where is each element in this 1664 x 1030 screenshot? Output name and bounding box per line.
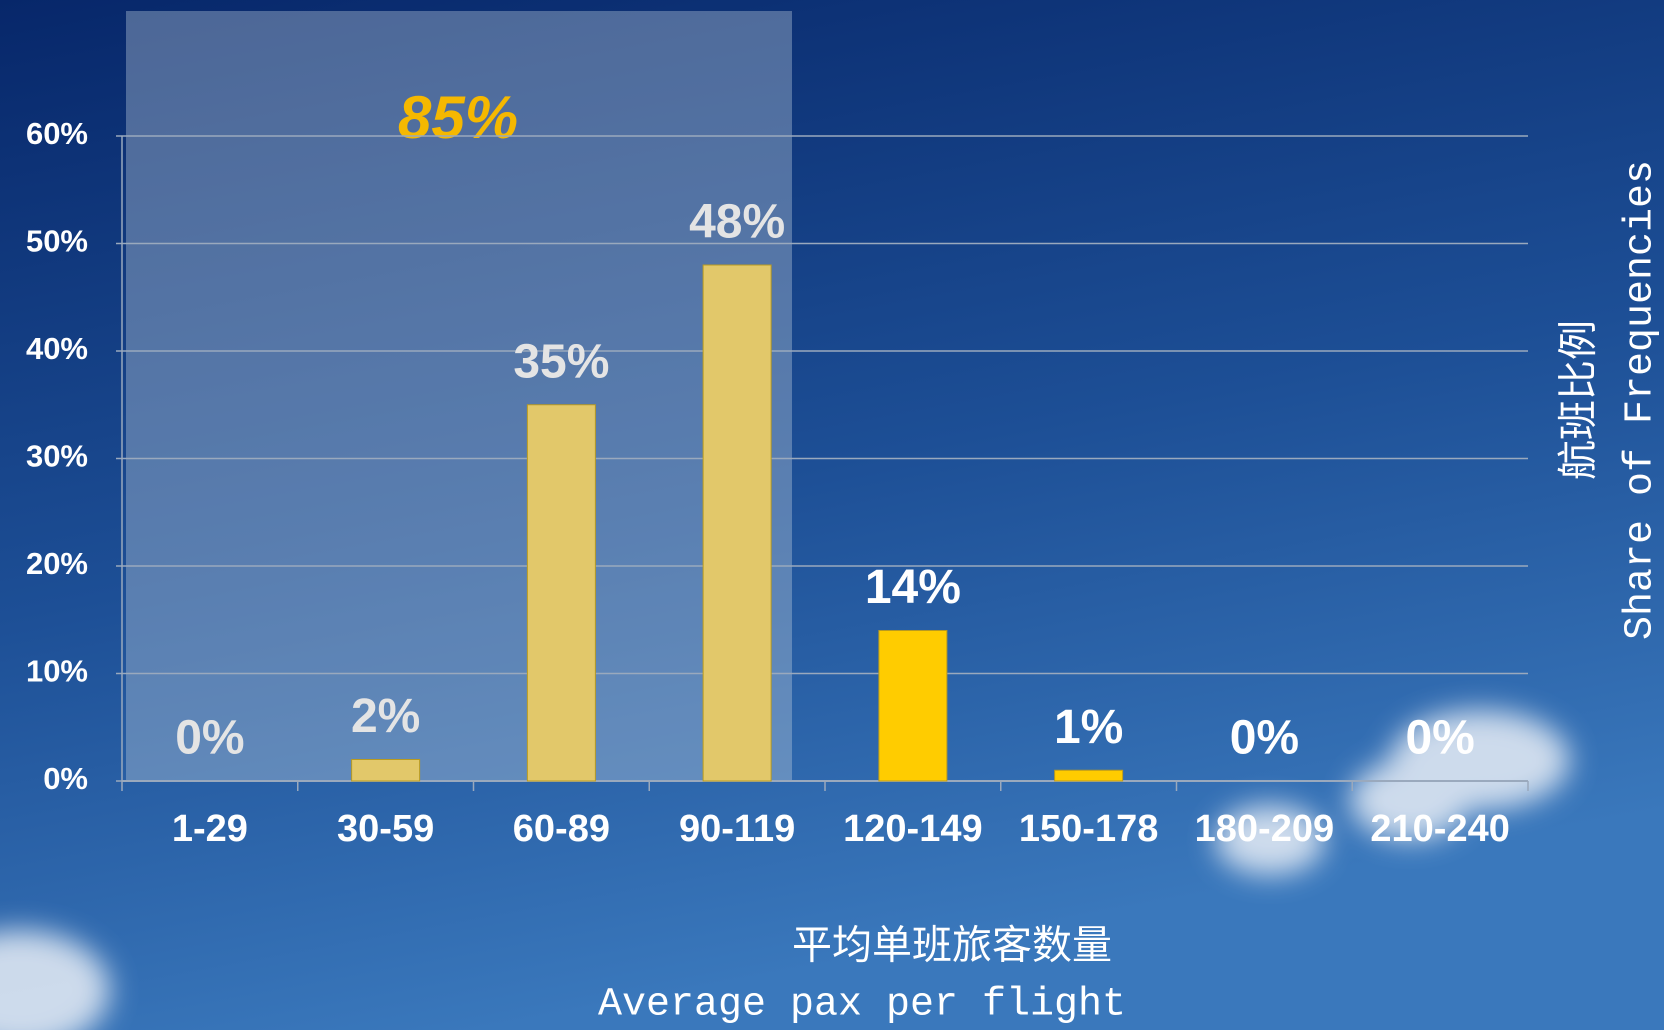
y-tick-label: 10% (26, 654, 88, 689)
y-axis-title: Share of Frequencies (1619, 160, 1664, 640)
y-tick-label: 20% (26, 546, 88, 581)
y-tick-label: 40% (26, 331, 88, 366)
value-label: 2% (351, 690, 420, 743)
value-label: 48% (689, 196, 785, 249)
value-label: 0% (175, 712, 244, 765)
x-tick-label: 30-59 (337, 808, 434, 850)
value-label: 1% (1054, 701, 1123, 754)
value-label: 0% (1405, 712, 1474, 765)
y-tick-label: 60% (26, 116, 88, 151)
value-label: 0% (1230, 712, 1299, 765)
x-tick-label: 150-178 (1019, 808, 1158, 850)
y-axis-title: 航班比例 (1557, 320, 1605, 480)
bar (702, 264, 772, 782)
x-tick-label: 210-240 (1370, 808, 1509, 850)
x-axis-title: Average pax per flight (598, 983, 1126, 1028)
annotation: 85% (398, 84, 518, 151)
y-tick-label: 30% (26, 439, 88, 474)
x-tick-label: 120-149 (843, 808, 982, 850)
bar (1054, 769, 1124, 782)
bar (351, 759, 421, 782)
x-axis-title: 平均单班旅客数量 (792, 924, 1112, 972)
value-label: 35% (513, 335, 609, 388)
value-label: 14% (865, 561, 961, 614)
x-tick-label: 90-119 (679, 808, 795, 850)
y-tick-label: 50% (26, 224, 88, 259)
x-tick-label: 1-29 (172, 808, 248, 850)
bar (878, 630, 948, 782)
highlight-region (126, 11, 792, 781)
y-tick-label: 0% (43, 761, 88, 796)
bar (526, 404, 596, 782)
x-tick-label: 180-209 (1195, 808, 1334, 850)
x-tick-label: 60-89 (513, 808, 610, 850)
